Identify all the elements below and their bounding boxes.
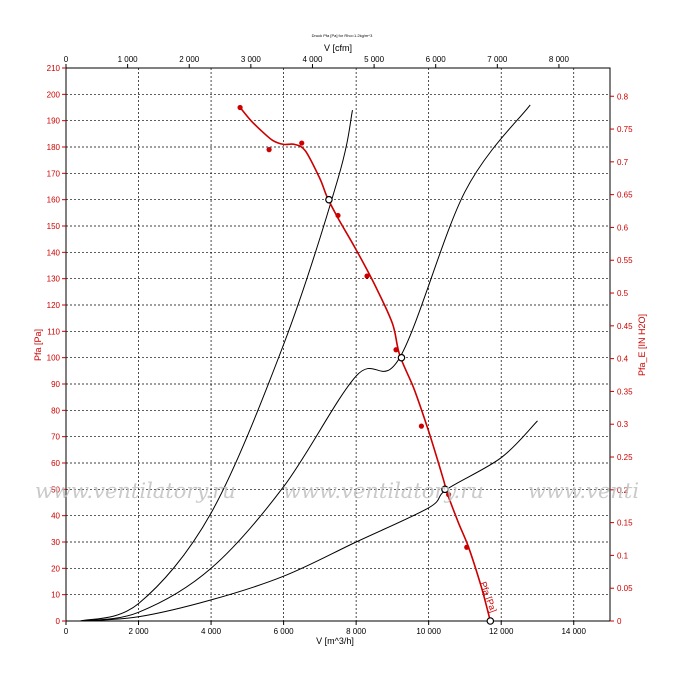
system-curve-line [80, 109, 353, 622]
y-right-tick-label: 0.65 [617, 191, 633, 200]
fan-curve-marker [418, 423, 425, 429]
fan-curve-label: Pfa [Pa] [478, 580, 498, 614]
y-right-tick-label: 0.35 [617, 387, 633, 396]
operating-point-marker [325, 195, 333, 204]
y-tick-label: 40 [51, 512, 60, 521]
fan-curve-marker [446, 492, 452, 498]
x-tick-label: 6 000 [274, 627, 295, 636]
x-top-tick-label: 5 000 [364, 55, 385, 64]
y-right-tick-label: 0.3 [617, 420, 629, 429]
y-tick-label: 120 [47, 301, 61, 310]
y-tick-label: 70 [51, 433, 60, 442]
y-right-tick-label: 0.4 [617, 355, 629, 364]
x-tick-label: 14 000 [561, 627, 586, 636]
fan-curve-line [239, 106, 492, 622]
y-tick-label: 20 [51, 564, 60, 573]
operating-points [325, 195, 495, 625]
fan-curve-marker [266, 147, 272, 153]
y-right-tick-label: 0.6 [617, 223, 629, 232]
y-tick-label: 190 [47, 117, 61, 126]
system-curve-line [80, 104, 531, 622]
y-tick-label: 80 [51, 406, 60, 415]
y-tick-label: 50 [51, 485, 60, 494]
y-right-tick-label: 0 [617, 617, 622, 626]
y-right-tick-label: 0.05 [617, 584, 633, 593]
plot-frame [65, 67, 611, 622]
y-tick-label: 100 [47, 354, 61, 363]
y-tick-label: 10 [51, 591, 60, 600]
fan-curve-marker [237, 104, 243, 111]
x-axis-label-top: V [cfm] [324, 43, 352, 53]
y-tick-label: 110 [47, 327, 60, 336]
x-tick-label: 12 000 [489, 627, 514, 636]
y-right-tick-label: 0.55 [617, 256, 633, 265]
y-right-tick-label: 0.7 [617, 158, 629, 167]
watermark-2: www.ventilatory.ru [283, 479, 484, 503]
x-tick-label: 8 000 [346, 627, 367, 636]
x-top-tick-label: 8 000 [549, 55, 570, 64]
fan-curve-marker [299, 140, 305, 146]
x-tick-label: 10 000 [416, 627, 441, 636]
operating-point-marker [397, 353, 406, 362]
y-right-tick-label: 0.1 [617, 551, 629, 560]
y-tick-label: 150 [47, 222, 61, 231]
y-tick-label: 170 [47, 169, 61, 178]
x-tick-label: 0 [64, 627, 69, 636]
fan-curve-marker [464, 544, 470, 550]
fan-curve-marker [335, 212, 341, 219]
y-right-tick-label: 0.2 [617, 486, 629, 495]
operating-point-marker [441, 485, 449, 494]
x-top-tick-label: 4 000 [302, 55, 323, 64]
y-tick-label: 0 [56, 617, 61, 626]
x-tick-label: 2 000 [129, 627, 150, 636]
x-axis-label-bottom: V [m^3/h] [316, 636, 354, 646]
y-right-tick-label: 0.15 [617, 519, 633, 528]
y-axis-label-left: Pfa [Pa] [33, 329, 43, 361]
watermark-3: www.venti [528, 479, 639, 503]
y-right-tick-label: 0.75 [617, 125, 633, 134]
y-tick-label: 90 [51, 380, 60, 389]
x-top-tick-label: 6 000 [426, 55, 447, 64]
y-tick-label: 60 [51, 459, 60, 468]
y-tick-label: 210 [47, 64, 61, 73]
x-top-tick-label: 1 000 [118, 55, 139, 64]
x-tick-label: 4 000 [201, 627, 222, 636]
system-curves [80, 104, 538, 622]
system-curve-line [80, 420, 538, 622]
fan-curve-marker [393, 347, 399, 353]
grid [66, 68, 610, 621]
y-right-tick-label: 0.5 [617, 289, 629, 298]
y-tick-label: 200 [47, 90, 61, 99]
x-top-tick-label: 0 [64, 55, 69, 64]
y-right-tick-label: 0.45 [617, 322, 633, 331]
x-top-tick-label: 3 000 [241, 55, 262, 64]
watermark-1: www.ventilatory.ru [35, 479, 236, 503]
x-top-tick-label: 7 000 [487, 55, 508, 64]
y-tick-label: 160 [47, 196, 61, 205]
y-axis-label-right: Pfa_E [IN H2O] [637, 314, 647, 376]
y-tick-label: 130 [47, 275, 61, 284]
fan-curve-marker [364, 273, 370, 279]
y-tick-label: 30 [51, 538, 60, 547]
y-tick-label: 140 [47, 248, 61, 257]
y-right-tick-label: 0.25 [617, 453, 633, 462]
y-tick-label: 180 [47, 143, 61, 152]
chart-title: Druck Pfa [Pa] for Rho=1.2kg/m^3 [312, 33, 373, 38]
y-right-tick-label: 0.8 [617, 92, 629, 101]
x-top-tick-label: 2 000 [179, 55, 200, 64]
operating-point-marker [486, 617, 495, 625]
